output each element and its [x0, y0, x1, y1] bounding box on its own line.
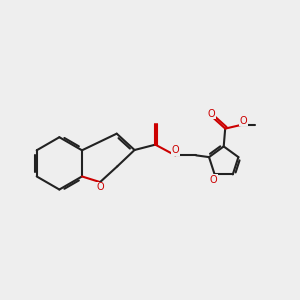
- Text: O: O: [172, 145, 179, 155]
- Text: O: O: [209, 175, 217, 185]
- Text: O: O: [207, 109, 215, 119]
- Text: O: O: [240, 116, 248, 126]
- Text: O: O: [96, 182, 104, 192]
